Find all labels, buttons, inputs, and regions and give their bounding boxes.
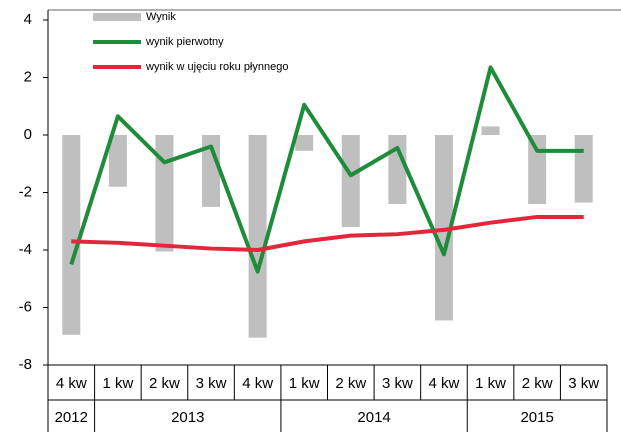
legend-label: wynik w ujęciu roku płynnego (145, 61, 288, 73)
bar (248, 135, 267, 338)
x-tick-label: 4 kw (429, 375, 460, 392)
year-label: 2013 (171, 409, 204, 426)
y-tick-label: -8 (19, 356, 32, 373)
x-tick-label: 4 kw (242, 375, 273, 392)
year-label: 2014 (357, 409, 390, 426)
year-label: 2015 (520, 409, 553, 426)
line (69, 65, 584, 274)
y-tick-label: -4 (19, 241, 32, 258)
bar (388, 135, 407, 204)
y-tick-label: -6 (19, 298, 32, 315)
x-tick-label: 2 kw (149, 375, 180, 392)
y-tick-label: -2 (19, 183, 32, 200)
x-tick-label: 1 kw (475, 375, 506, 392)
bar (341, 135, 360, 227)
x-tick-label: 2 kw (335, 375, 366, 392)
legend-label: Wynik (146, 11, 176, 23)
bar (528, 135, 547, 204)
year-label: 2012 (55, 409, 88, 426)
y-tick-label: 2 (24, 68, 32, 85)
x-tick-label: 1 kw (289, 375, 320, 392)
bar (574, 135, 593, 203)
x-tick-label: 4 kw (56, 375, 87, 392)
bar (481, 126, 500, 135)
x-tick-label: 3 kw (568, 375, 599, 392)
legend-label: wynik pierwotny (145, 36, 224, 48)
legend-swatch (93, 13, 141, 21)
bar (155, 135, 174, 252)
y-tick-label: 0 (24, 126, 32, 143)
x-tick-label: 2 kw (522, 375, 553, 392)
x-tick-label: 3 kw (382, 375, 413, 392)
line (71, 214, 584, 252)
bar (434, 135, 453, 321)
bar (62, 135, 81, 335)
y-tick-label: 4 (24, 11, 32, 28)
bar (295, 135, 314, 151)
x-tick-label: 1 kw (102, 375, 133, 392)
x-tick-label: 3 kw (196, 375, 227, 392)
bar (108, 135, 127, 187)
